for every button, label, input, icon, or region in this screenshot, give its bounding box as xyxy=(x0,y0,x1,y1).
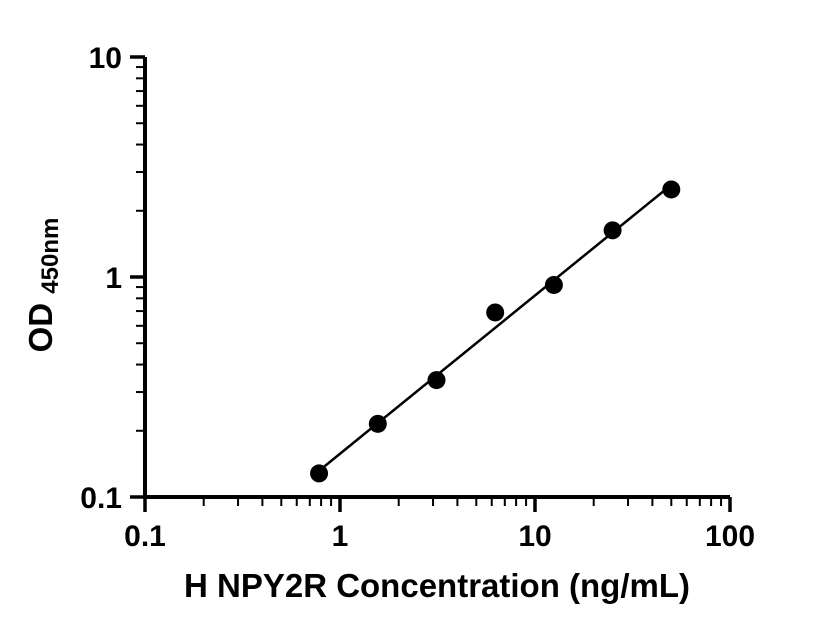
x-axis-title: H NPY2R Concentration (ng/mL) xyxy=(184,567,690,604)
x-tick-label: 100 xyxy=(705,520,755,553)
data-point xyxy=(662,180,681,199)
data-point xyxy=(544,275,563,294)
y-axis-title-main: OD xyxy=(22,303,59,353)
data-point xyxy=(368,414,387,433)
y-axis-title: OD 450nm xyxy=(22,218,64,353)
y-tick-label: 10 xyxy=(89,42,122,75)
chart-generated-layer: 0.1 1 10 100 0.1 1 10 xyxy=(80,42,755,553)
x-tick-label: 1 xyxy=(332,520,349,553)
y-axis-title-subscript: 450nm xyxy=(37,218,64,294)
data-point xyxy=(310,464,329,483)
y-tick-label: 0.1 xyxy=(80,482,122,515)
data-point xyxy=(603,221,622,240)
x-tick-label: 0.1 xyxy=(124,520,166,553)
x-tick-label: 10 xyxy=(518,520,551,553)
data-point xyxy=(427,371,446,390)
y-tick-label: 1 xyxy=(105,262,122,295)
data-point xyxy=(486,303,505,322)
